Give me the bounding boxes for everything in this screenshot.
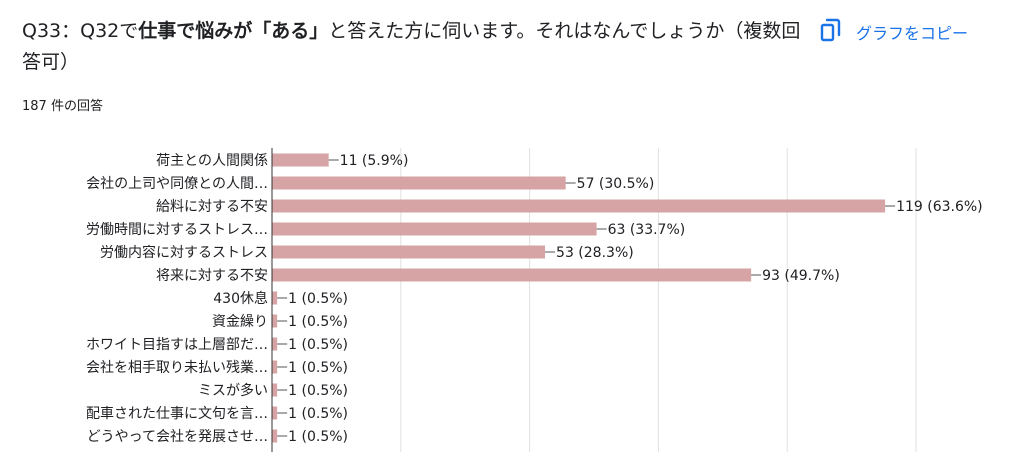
category-label: 430休息	[213, 290, 268, 307]
category-label: ホワイト目指すは上層部だ…	[86, 337, 268, 353]
category-label: 給料に対する不安	[156, 199, 268, 215]
data-label: 1 (0.5%)	[288, 406, 348, 422]
data-label: 119 (63.6%)	[896, 199, 983, 215]
bar	[272, 406, 278, 420]
category-label: 将来に対する不安	[156, 268, 268, 284]
category-label: 労働時間に対するストレス…	[86, 222, 268, 238]
bar	[272, 222, 597, 236]
category-label: ミスが多い	[198, 382, 268, 399]
data-label: 1 (0.5%)	[288, 360, 348, 376]
data-label: 57 (30.5%)	[577, 176, 655, 192]
question-header: Q33：Q32で仕事で悩みが「ある」と答えた方に伺います。それはなんでしょうか（…	[22, 16, 802, 78]
category-label: 荷主との人間関係	[156, 153, 268, 169]
data-label: 1 (0.5%)	[288, 383, 348, 399]
data-label: 93 (49.7%)	[762, 268, 840, 284]
category-label: 会社の上司や同僚との人間…	[86, 176, 268, 192]
data-label: 1 (0.5%)	[288, 337, 348, 353]
bar	[272, 153, 329, 167]
bar	[272, 360, 278, 374]
question-title: Q33：Q32で仕事で悩みが「ある」と答えた方に伺います。それはなんでしょうか（…	[22, 16, 802, 78]
question-emphasis: 仕事で悩みが「ある」	[138, 20, 329, 42]
bars	[272, 153, 886, 443]
data-label: 1 (0.5%)	[288, 429, 348, 445]
category-label: 会社を相手取り未払い残業…	[86, 360, 268, 376]
response-count: 187 件の回答	[22, 99, 103, 114]
bar	[272, 383, 278, 397]
bar	[272, 291, 278, 305]
copy-icon	[820, 18, 841, 42]
data-label: 1 (0.5%)	[288, 314, 348, 330]
category-label: 配車された仕事に文句を言…	[86, 405, 268, 422]
data-label: 11 (5.9%)	[340, 153, 409, 169]
data-label: 63 (33.7%)	[608, 222, 686, 238]
bar	[272, 268, 752, 282]
copy-graph-label: グラフをコピー	[856, 24, 969, 43]
data-labels: 11 (5.9%) 57 (30.5%) 119 (63.6%) 63 (33.7%)…	[277, 153, 983, 445]
bar	[272, 245, 546, 259]
category-label: 資金繰り	[212, 314, 268, 330]
question-prefix: Q33：Q32で	[22, 20, 139, 42]
category-label: どうやって会社を発展させ…	[87, 429, 268, 445]
copy-graph-button[interactable]: グラフをコピー	[818, 16, 968, 48]
bar	[272, 176, 566, 190]
bar	[272, 199, 886, 213]
question-rest: と答えた方に伺います。それはなんでしょうか（複数回答可）	[22, 20, 801, 73]
category-label: 労働内容に対するストレス	[100, 244, 268, 261]
bar	[272, 337, 278, 351]
data-label: 1 (0.5%)	[288, 291, 348, 307]
bar	[272, 429, 278, 443]
data-label: 53 (28.3%)	[556, 245, 634, 261]
bar	[272, 314, 278, 328]
grid-lines	[400, 148, 917, 452]
